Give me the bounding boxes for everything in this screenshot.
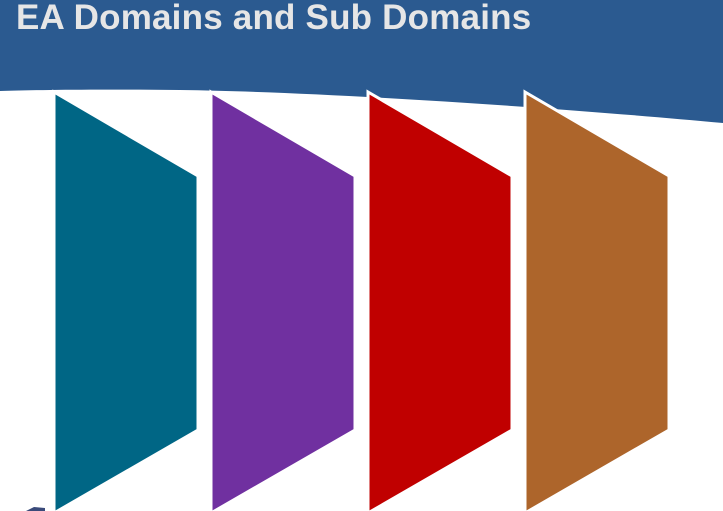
domain-chevron-1 xyxy=(52,89,200,511)
domain-chevron-3 xyxy=(366,89,514,511)
domain-chevron-2 xyxy=(209,89,357,511)
header-band xyxy=(0,0,723,123)
domain-chevron-4 xyxy=(523,89,671,511)
page-title: EA Domains and Sub Domains xyxy=(16,0,532,37)
domain-chevron-group xyxy=(52,89,671,511)
corner-ornament xyxy=(26,507,45,511)
